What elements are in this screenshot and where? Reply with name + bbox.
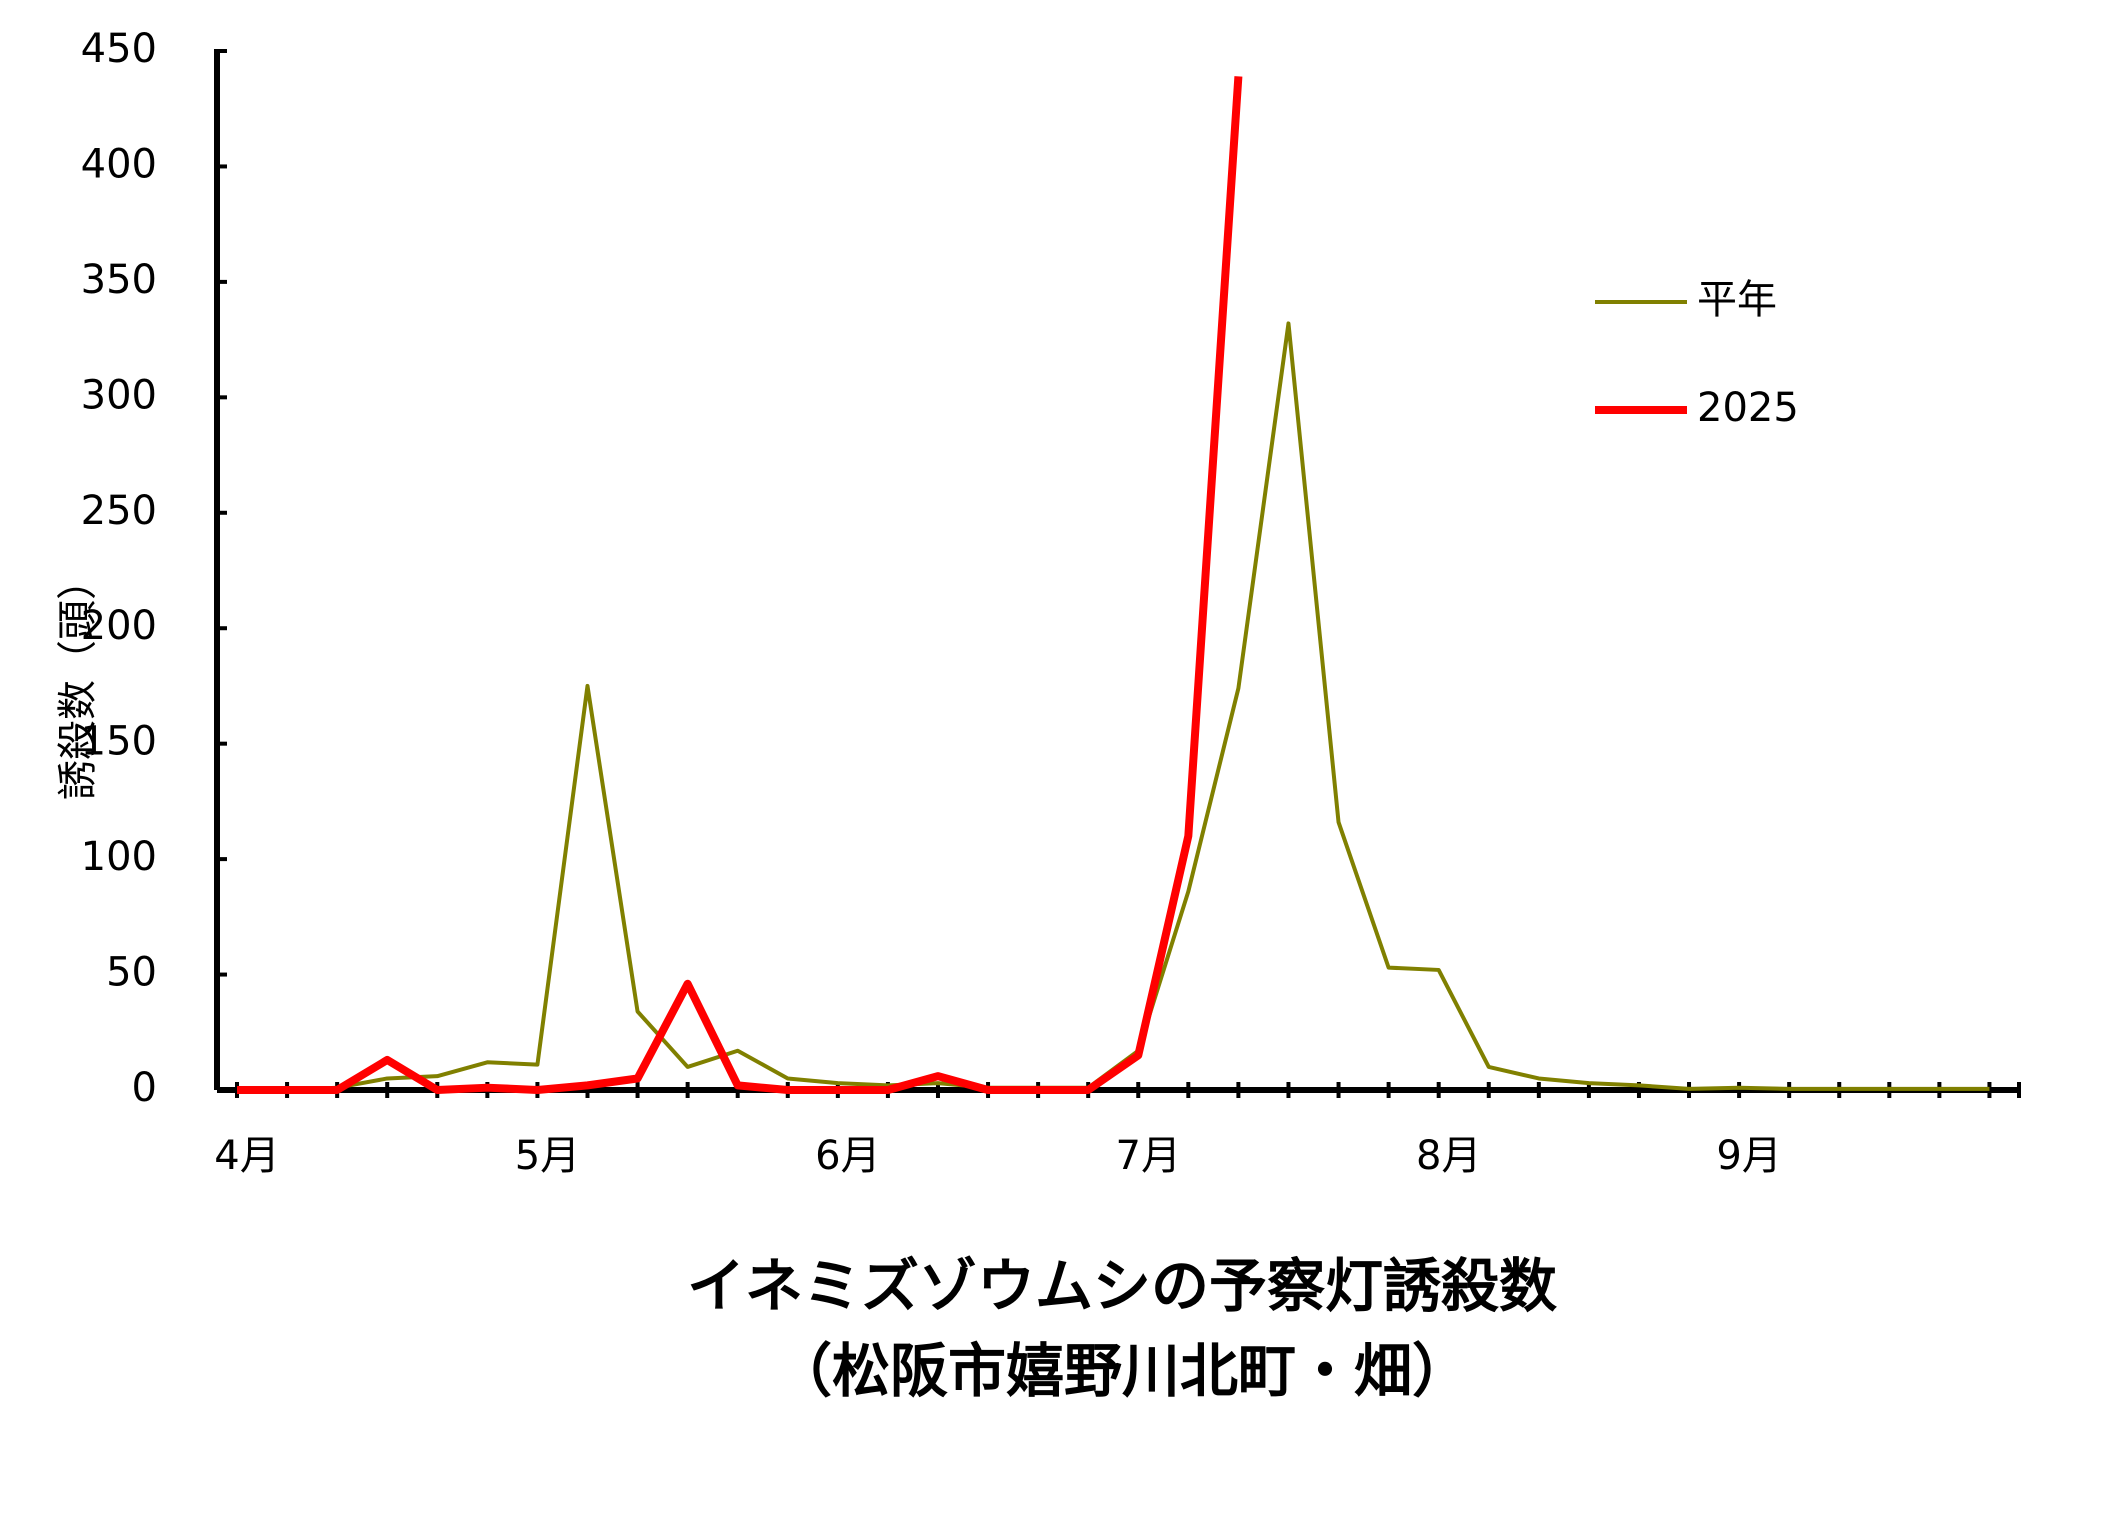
x-tick-label: 6月 [815,1133,880,1179]
y-tick-label: 50 [106,950,157,996]
x-tick-label: 8月 [1416,1133,1481,1179]
x-tick-label: 4月 [214,1133,279,1179]
y-tick-label: 150 [81,719,157,765]
x-tick-label: 9月 [1716,1133,1781,1179]
legend-label: 2025 [1697,385,1799,431]
chart-subtitle: （松阪市嬉野川北町・畑） [774,1337,1470,1405]
series-line [237,76,1243,1094]
y-tick-label: 200 [81,603,157,649]
y-tick-label: 400 [81,141,157,187]
y-tick-label: 350 [81,257,157,303]
y-tick-label: 300 [81,372,157,418]
x-tick-label: 5月 [515,1133,580,1179]
y-tick-label: 100 [81,834,157,880]
legend-label: 平年 [1697,277,1777,323]
series-line [237,321,1990,1092]
x-tick-label: 7月 [1116,1133,1181,1179]
chart-title: イネミズゾウムシの予察灯誘殺数 [687,1252,1557,1320]
y-axis-label: 誘殺数（頭） [55,560,101,800]
y-tick-label: 450 [81,26,157,72]
y-tick-label: 250 [81,488,157,534]
y-tick-label: 0 [132,1065,157,1111]
